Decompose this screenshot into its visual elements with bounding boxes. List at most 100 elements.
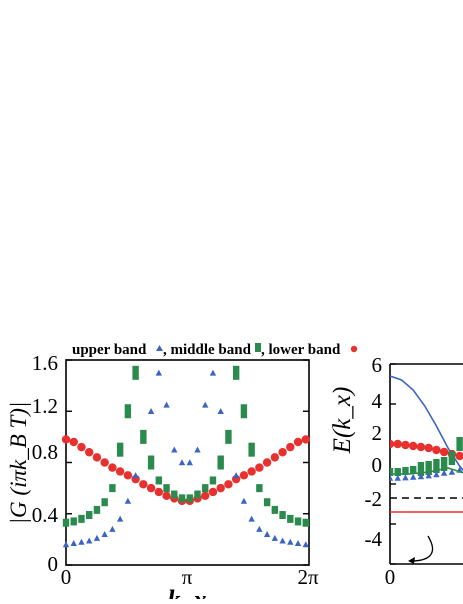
- legend-marker-upper: [350, 345, 358, 353]
- data-point-triangle: [209, 369, 217, 376]
- left-x-tick-label: π: [182, 565, 193, 589]
- data-point-triangle: [171, 446, 178, 453]
- data-point-triangle: [62, 541, 70, 548]
- data-point-triangle: [124, 497, 132, 504]
- data-point-square: [256, 484, 263, 493]
- right-y-axis-label: E(k_x): [329, 387, 356, 455]
- data-point-triangle: [147, 408, 155, 415]
- left-ticks: [66, 359, 309, 566]
- data-point-triangle: [294, 540, 302, 547]
- data-point-circle: [409, 441, 418, 451]
- right-y-tick-label: 2: [372, 421, 383, 445]
- data-point-square: [86, 511, 93, 520]
- right-panel: 6 4 2 0 -2 -4 0 E(k_x): [329, 353, 463, 589]
- data-point-circle: [77, 442, 86, 452]
- left-x-tick-label: 2π: [297, 565, 319, 589]
- data-point-square: [287, 514, 294, 523]
- data-point-triangle: [86, 537, 93, 544]
- data-point-circle: [455, 451, 463, 461]
- legend-marker-middle: [156, 345, 163, 351]
- data-point-circle: [216, 483, 225, 493]
- data-point-square: [448, 451, 456, 465]
- data-point-square: [209, 476, 217, 485]
- data-point-square: [109, 484, 116, 493]
- data-point-triangle: [271, 534, 279, 541]
- data-point-triangle: [194, 446, 201, 453]
- data-point-circle: [424, 443, 433, 453]
- data-point-circle: [108, 463, 117, 472]
- data-point-triangle: [263, 531, 271, 538]
- data-point-square: [410, 466, 417, 474]
- right-y-tick-label: 0: [372, 453, 383, 477]
- data-point-square: [178, 494, 186, 503]
- legend-marker-lower: [255, 343, 261, 352]
- data-point-square: [390, 468, 394, 476]
- data-point-circle: [208, 487, 218, 497]
- left-x-tick-label: 0: [61, 565, 72, 589]
- data-point-circle: [146, 483, 156, 493]
- legend-label-middle: , middle band: [163, 342, 252, 358]
- data-point-triangle: [248, 515, 255, 522]
- data-point-square: [101, 498, 108, 507]
- data-point-triangle: [178, 459, 186, 466]
- curved-arrow: [410, 535, 434, 562]
- left-x-axis-label: k_x: [168, 585, 207, 599]
- data-point-square: [294, 517, 302, 526]
- data-point-triangle: [390, 474, 394, 481]
- data-point-circle: [293, 437, 303, 447]
- data-point-square: [171, 490, 178, 499]
- data-point-triangle: [287, 538, 294, 545]
- data-point-triangle: [202, 401, 209, 408]
- data-point-circle: [224, 480, 233, 489]
- data-point-triangle: [240, 497, 248, 504]
- data-point-triangle: [116, 515, 124, 522]
- curved-arrow-head: [408, 557, 415, 564]
- data-point-circle: [390, 439, 395, 449]
- legend: upper band , middle band , lower band: [72, 342, 358, 358]
- data-point-triangle: [101, 531, 108, 538]
- data-point-circle: [69, 437, 78, 447]
- data-point-square: [271, 505, 279, 514]
- right-y-tick-label: 4: [372, 389, 383, 413]
- right-y-tick-label: -2: [365, 487, 383, 511]
- data-point-triangle: [186, 459, 193, 466]
- data-point-square: [394, 468, 401, 476]
- data-point-triangle: [78, 538, 85, 545]
- legend-label-upper: upper band: [72, 342, 147, 358]
- data-point-circle: [85, 448, 94, 457]
- right-marks: [390, 375, 463, 513]
- data-point-circle: [154, 487, 164, 497]
- data-point-circle: [139, 480, 148, 489]
- right-y-tick-label: 6: [372, 353, 383, 377]
- data-point-circle: [247, 467, 256, 476]
- series-line: [390, 375, 463, 472]
- data-point-square: [155, 476, 163, 485]
- data-point-square: [62, 518, 70, 527]
- data-point-circle: [123, 471, 133, 480]
- data-point-square: [440, 457, 448, 471]
- legend-label-lower: , lower band: [261, 342, 341, 358]
- data-point-triangle: [155, 369, 163, 376]
- data-point-square: [147, 455, 155, 470]
- data-point-circle: [270, 453, 280, 462]
- data-point-square: [186, 494, 193, 503]
- data-point-circle: [239, 471, 249, 480]
- data-point-square: [232, 365, 240, 380]
- left-y-tick-label: 0.8: [32, 440, 58, 464]
- data-point-circle: [278, 448, 287, 457]
- data-point-square: [456, 437, 463, 451]
- left-y-tick-label: 1.2: [32, 394, 58, 418]
- left-y-axis-label: |G (iπk_B T)|: [6, 402, 31, 525]
- data-point-circle: [100, 458, 109, 467]
- data-point-circle: [92, 453, 102, 462]
- data-point-circle: [286, 442, 295, 452]
- data-point-triangle: [410, 473, 417, 480]
- data-point-square: [202, 484, 209, 493]
- right-x-tick-label: 0: [385, 565, 396, 589]
- data-point-square: [248, 442, 255, 457]
- data-point-square: [225, 429, 232, 444]
- data-point-circle: [115, 467, 125, 476]
- data-point-circle: [416, 442, 426, 452]
